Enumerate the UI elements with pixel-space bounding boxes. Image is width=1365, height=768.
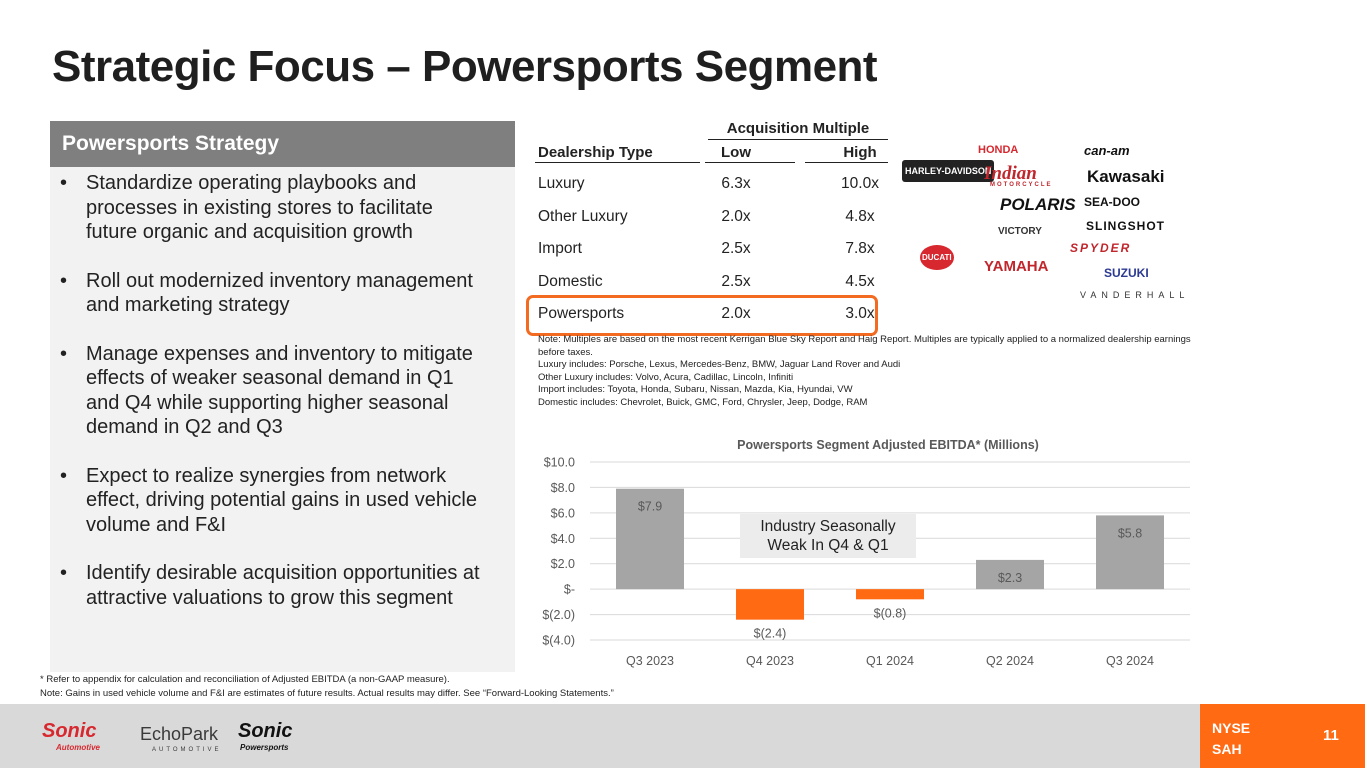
bullet: Identify desirable acquisition opportuni…	[60, 561, 485, 610]
echopark-logo: EchoPark	[140, 724, 219, 744]
value-label: $(0.8)	[874, 606, 907, 620]
value-label: $5.8	[1118, 526, 1142, 540]
y-tick-label: $8.0	[551, 481, 575, 495]
footnote: Note: Gains in used vehicle volume and F…	[40, 688, 614, 699]
ebitda-chart: Powersports Segment Adjusted EBITDA* (Mi…	[542, 438, 1190, 668]
table-cell: 2.5x	[721, 240, 751, 257]
exchange: NYSE	[1212, 720, 1251, 736]
bar	[616, 488, 684, 590]
value-label: $(2.4)	[754, 627, 787, 641]
ticker: SAH	[1212, 741, 1242, 757]
table-cell: 4.5x	[845, 272, 875, 290]
brand-logo: VANDERHALL	[1080, 290, 1190, 300]
x-tick-label: Q3 2024	[1106, 654, 1154, 668]
x-tick-label: Q2 2024	[986, 654, 1034, 668]
brand-logo: SLINGSHOT	[1086, 219, 1166, 233]
brand-logo: SUZUKI	[1104, 266, 1149, 280]
bar	[856, 589, 924, 600]
bar	[976, 559, 1044, 590]
chart-annotation: Industry Seasonally Weak In Q4 & Q1	[740, 514, 916, 558]
header-rule	[535, 162, 700, 163]
brand-logo: YAMAHA	[984, 258, 1049, 275]
table-cell: Import	[538, 240, 582, 257]
row-highlight	[526, 295, 878, 336]
brand-logo: Kawasaki	[1087, 167, 1165, 186]
sonic-powersports-sub: Powersports	[240, 743, 289, 752]
bar	[1096, 515, 1164, 590]
value-label: $7.9	[638, 500, 662, 514]
page-number: 11	[1323, 727, 1339, 744]
sonic-powersports-logo: Sonic	[238, 720, 293, 742]
group-header: Acquisition Multiple	[726, 120, 870, 137]
y-tick-label: $6.0	[551, 506, 575, 520]
rule	[708, 139, 888, 140]
panel-heading: Powersports Strategy	[50, 121, 515, 167]
bullet-list: Standardize operating playbooks and proc…	[60, 171, 485, 610]
note: Note: Multiples are based on the most re…	[538, 334, 1191, 358]
footnote: * Refer to appendix for calculation and …	[40, 674, 450, 685]
table-cell: Powersports	[538, 305, 625, 322]
note: Luxury includes: Porsche, Lexus, Mercede…	[538, 359, 901, 370]
y-tick-label: $-	[564, 583, 575, 597]
header-rule	[805, 162, 888, 163]
footer-band: Sonic Automotive EchoPark AUTOMOTIVE Son…	[0, 704, 1365, 768]
table-cell: 2.0x	[721, 305, 751, 322]
table-notes: Note: Multiples are based on the most re…	[538, 334, 1218, 409]
column-header: High	[843, 144, 877, 161]
sonic-logo: Sonic	[42, 720, 97, 742]
brand-logo: SEA-DOO	[1084, 195, 1141, 209]
bullet: Roll out modernized inventory management…	[60, 269, 485, 318]
bullet: Expect to realize synergies from network…	[60, 464, 485, 538]
table-cell: 7.8x	[845, 240, 875, 257]
note: Other Luxury includes: Volvo, Acura, Cad…	[538, 371, 794, 383]
header-rule	[705, 162, 795, 163]
note: Import includes: Toyota, Honda, Subaru, …	[538, 384, 853, 395]
y-tick-label: $(2.0)	[542, 608, 575, 622]
chart-title: Powersports Segment Adjusted EBITDA* (Mi…	[737, 438, 1039, 452]
brand-logo: VICTORY	[998, 226, 1042, 237]
bullet: Manage expenses and inventory to mitigat…	[60, 342, 485, 440]
column-header: Low	[721, 144, 751, 161]
sonic-logo-sub: Automotive	[56, 743, 100, 752]
brand-logo: SPYDER	[1070, 241, 1132, 255]
note: Domestic includes: Chevrolet, Buick, GMC…	[538, 396, 868, 408]
brand-logo: can-am	[1084, 143, 1130, 158]
x-tick-label: Q1 2024	[866, 654, 914, 668]
bar	[736, 589, 804, 620]
y-tick-label: $10.0	[544, 456, 575, 470]
brand-logo: HARLEY-DAVIDSON	[902, 160, 995, 182]
value-label: $2.3	[998, 571, 1022, 585]
bullet: Standardize operating playbooks and proc…	[60, 171, 485, 245]
brand-logo: Indian	[984, 163, 1037, 184]
x-tick-label: Q3 2023	[626, 654, 674, 668]
footnotes: * Refer to appendix for calculation and …	[40, 673, 614, 701]
slide-title: Strategic Focus – Powersports Segment	[52, 42, 878, 91]
table-cell: 2.0x	[721, 207, 751, 225]
brand-logo: DUCATI	[920, 245, 954, 270]
y-tick-label: $(4.0)	[542, 634, 575, 648]
brand-logo: POLARIS	[1000, 195, 1076, 214]
table-cell: Domestic	[538, 272, 603, 290]
brand-logo: MOTORCYCLE	[990, 182, 1053, 188]
table-cell: 10.0x	[841, 175, 879, 192]
table-cell: 6.3x	[721, 175, 751, 192]
column-header: Dealership Type	[538, 144, 653, 161]
strategy-panel: Standardize operating playbooks and proc…	[50, 167, 515, 672]
echopark-logo-sub: AUTOMOTIVE	[152, 747, 222, 753]
ticker-box: NYSE SAH 11	[1200, 704, 1365, 768]
table-cell: 2.5x	[721, 272, 751, 290]
table-cell: Other Luxury	[538, 207, 628, 225]
y-tick-label: $4.0	[551, 532, 575, 546]
y-tick-label: $2.0	[551, 557, 575, 571]
x-tick-label: Q4 2023	[746, 654, 794, 668]
brand-logo: HONDA	[978, 144, 1019, 156]
table-cell: 3.0x	[845, 305, 875, 322]
table-cell: Luxury	[538, 175, 585, 192]
table-cell: 4.8x	[845, 207, 875, 225]
